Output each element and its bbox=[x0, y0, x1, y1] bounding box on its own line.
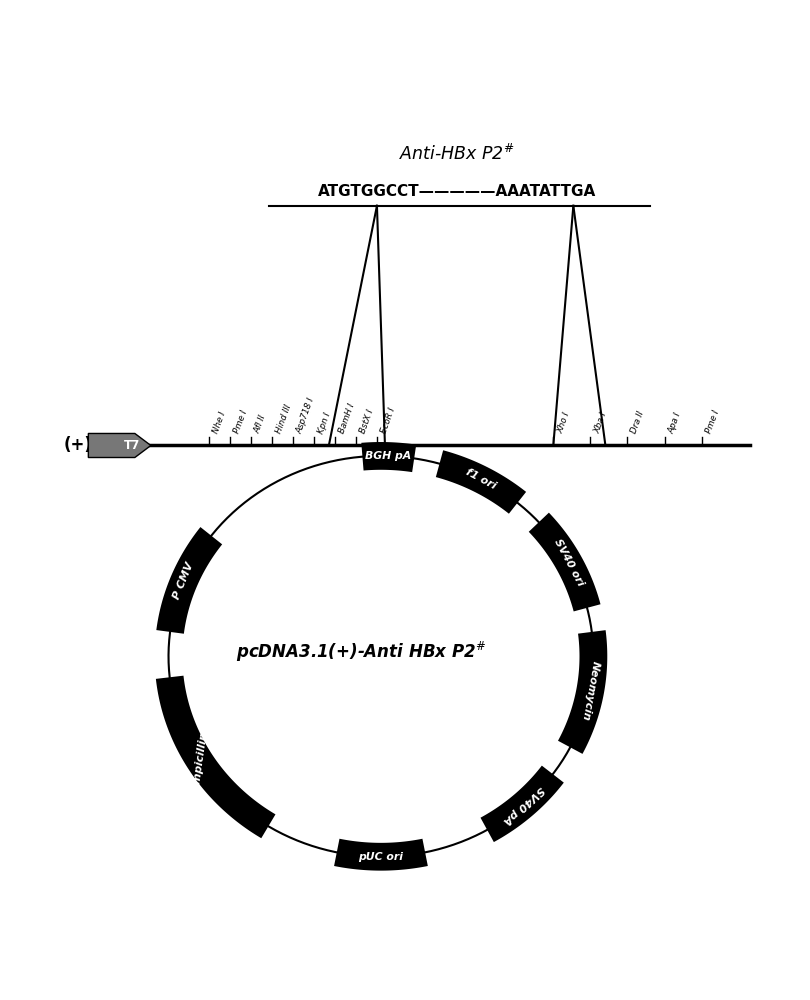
Text: Xho I: Xho I bbox=[556, 411, 572, 435]
Text: Nhe I: Nhe I bbox=[211, 411, 227, 435]
Text: ATGTGGCCT—————AAATATTGA: ATGTGGCCT—————AAATATTGA bbox=[318, 184, 596, 199]
Text: Apa I: Apa I bbox=[667, 411, 683, 435]
Text: Asp718 I: Asp718 I bbox=[295, 397, 317, 435]
Text: Pme I: Pme I bbox=[704, 409, 721, 435]
Text: P CMV: P CMV bbox=[172, 561, 196, 601]
Text: Neomycin: Neomycin bbox=[580, 660, 600, 722]
Text: Afl II: Afl II bbox=[253, 414, 268, 435]
Text: SV40 ori: SV40 ori bbox=[552, 537, 585, 587]
Text: BGH pA: BGH pA bbox=[365, 451, 411, 461]
Text: SV40 pA: SV40 pA bbox=[501, 784, 546, 826]
Text: Dra II: Dra II bbox=[630, 410, 646, 435]
Text: Kpn I: Kpn I bbox=[316, 411, 332, 435]
Text: Xba I: Xba I bbox=[593, 411, 609, 435]
Text: pUC ori: pUC ori bbox=[359, 852, 403, 862]
Text: Pme I: Pme I bbox=[232, 409, 249, 435]
Text: pcDNA3.1(+)-Anti HBx P2$^{\#}$: pcDNA3.1(+)-Anti HBx P2$^{\#}$ bbox=[236, 640, 486, 664]
Text: T7: T7 bbox=[124, 439, 141, 452]
Text: (+): (+) bbox=[63, 436, 92, 454]
Text: Anti-HBx P2$^{\#}$: Anti-HBx P2$^{\#}$ bbox=[399, 144, 515, 164]
Text: BamH I: BamH I bbox=[337, 403, 356, 435]
Text: EcoR I: EcoR I bbox=[379, 407, 397, 435]
Text: BstX I: BstX I bbox=[358, 409, 375, 435]
Text: f1 ori: f1 ori bbox=[464, 467, 497, 491]
Text: Ampicillin: Ampicillin bbox=[192, 732, 210, 793]
Text: Hind III: Hind III bbox=[274, 404, 293, 435]
FancyArrow shape bbox=[88, 433, 151, 458]
